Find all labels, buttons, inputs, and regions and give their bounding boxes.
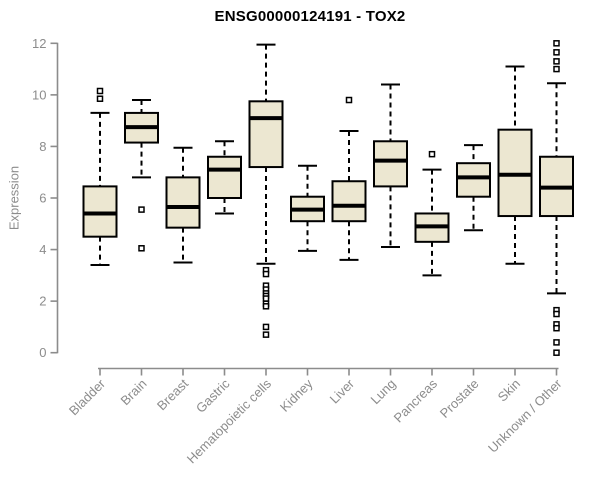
y-axis-tick-label: 10	[32, 87, 46, 102]
outlier-point	[262, 303, 270, 310]
x-axis-category-label: Bladder	[66, 376, 109, 419]
box-iqr	[165, 176, 201, 229]
outlier-point	[345, 96, 353, 104]
outlier-point	[553, 49, 560, 56]
boxplot-liver	[331, 96, 367, 261]
boxplot-breast	[165, 146, 201, 264]
boxplot-hematopoietic-cells	[248, 43, 284, 338]
y-axis-tick-label: 8	[39, 139, 46, 154]
boxplot-skin	[497, 65, 533, 265]
x-axis-category-label: Breast	[154, 376, 191, 413]
outlier-point	[262, 270, 270, 278]
y-axis-tick-label: 6	[39, 191, 46, 206]
outlier-point	[262, 323, 270, 331]
y-axis-tick-label: 12	[32, 36, 46, 51]
box-iqr	[248, 100, 284, 169]
outlier-point	[553, 65, 560, 73]
outlier-point	[138, 206, 145, 213]
x-axis-category-label: Pancreas	[391, 376, 441, 426]
outlier-point	[138, 245, 145, 252]
boxplot-unknown-other	[539, 40, 574, 356]
box-iqr	[331, 180, 367, 223]
y-axis-tick-label: 0	[39, 345, 46, 360]
x-axis-category-label: Kidney	[277, 376, 316, 415]
boxplot-kidney	[290, 164, 325, 252]
boxplot-brain	[124, 99, 159, 252]
outlier-point	[553, 58, 560, 65]
outlier-point	[553, 349, 560, 356]
box-iqr	[373, 140, 408, 188]
boxplot-bladder	[82, 87, 118, 267]
boxplot-pancreas	[414, 150, 450, 277]
boxplot-lung	[373, 83, 408, 248]
y-axis-tick-label: 2	[39, 294, 46, 309]
x-axis-category-label: Prostate	[437, 376, 482, 421]
outlier-point	[262, 295, 270, 302]
y-axis-tick-label: 4	[39, 242, 46, 257]
x-axis-category-label: Skin	[495, 376, 523, 404]
outlier-point	[262, 331, 270, 338]
chart-title: ENSG00000124191 - TOX2	[214, 8, 406, 25]
x-axis-category-label: Liver	[327, 376, 358, 407]
outlier-point	[553, 310, 560, 318]
outlier-point	[428, 150, 436, 158]
outlier-point	[553, 40, 560, 47]
outlier-point	[96, 95, 104, 102]
boxplot-prostate	[456, 144, 491, 232]
outlier-point	[553, 324, 560, 332]
boxplot-gastric	[207, 140, 242, 215]
outlier-point	[553, 339, 560, 346]
box-iqr	[456, 162, 491, 198]
x-axis-category-label: Brain	[118, 376, 150, 408]
x-axis-category-label: Gastric	[193, 376, 233, 416]
box-iqr	[207, 155, 242, 200]
outlier-point	[96, 87, 104, 95]
x-axis-category-label: Unknown / Other	[485, 376, 565, 456]
x-axis-category-label: Lung	[368, 376, 399, 407]
